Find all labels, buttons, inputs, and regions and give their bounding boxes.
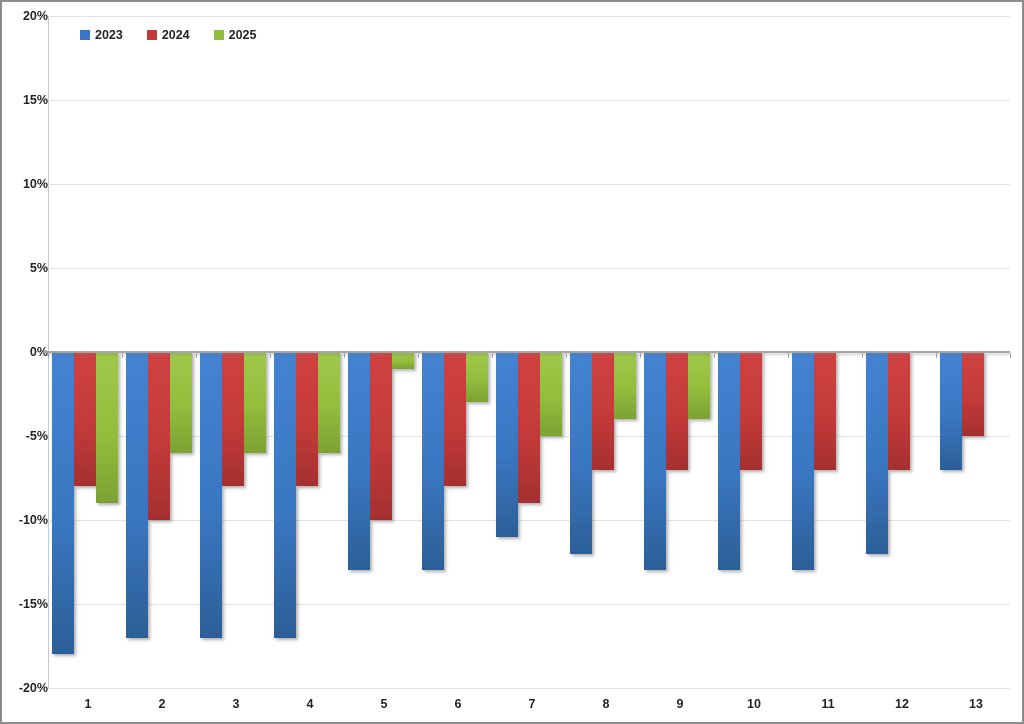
y-axis-tick-label: -5% [25,429,48,443]
y-axis-tick-label: -15% [18,597,48,611]
x-axis-tick-label: 12 [895,697,909,711]
zero-axis-tick [492,353,493,358]
zero-axis-tick [196,353,197,358]
gridline [43,520,1010,521]
bar-2024-cat6 [444,352,466,487]
y-axis-tick-label: 15% [22,93,48,107]
plot-area: 20% 15% 10% 5% 0% -5% -10% -15% -20% 1 2 3 4 5 6 7 8 9 10 1… [19,9,1011,711]
bar-2023-cat11 [792,352,814,571]
bar-2023-cat10 [718,352,740,571]
zero-axis-tick [48,353,49,358]
x-axis-tick-label: 1 [84,697,92,711]
zero-axis-tick [418,353,419,358]
bar-2024-cat10 [740,352,762,470]
x-axis-tick-label: 4 [306,697,314,711]
gridline [43,268,1010,269]
bar-2024-cat8 [592,352,614,470]
x-axis-zero-line [43,351,1010,353]
bar-2024-cat2 [148,352,170,520]
legend-item-2024: 2024 [146,28,190,42]
zero-axis-tick [566,353,567,358]
zero-axis-tick [714,353,715,358]
bar-2025-cat1 [96,352,118,504]
legend-item-2025: 2025 [213,28,257,42]
zero-axis-tick [936,353,937,358]
bar-2024-cat12 [888,352,910,470]
bar-2025-cat3 [244,352,266,453]
zero-axis-tick [270,353,271,358]
legend-swatch-icon [213,30,224,40]
bar-2025-cat6 [466,352,488,403]
y-axis-tick-label: 20% [22,9,48,23]
bar-2024-cat4 [296,352,318,487]
chart-legend: 2023 2024 2025 [80,28,256,42]
bar-2023-cat2 [126,352,148,638]
bar-2025-cat4 [318,352,340,453]
bar-2024-cat13 [962,352,984,436]
x-axis-tick-label: 13 [969,697,983,711]
x-axis-tick-label: 10 [747,697,761,711]
x-axis-tick-label: 11 [821,697,835,711]
gridline [43,184,1010,185]
bar-2024-cat11 [814,352,836,470]
y-axis-tick-label: 10% [22,177,48,191]
legend-label: 2024 [161,28,190,42]
legend-label: 2023 [95,28,123,42]
bar-2023-cat9 [644,352,666,571]
legend-item-2023: 2023 [80,28,123,42]
x-axis-tick-label: 7 [528,697,536,711]
bar-2023-cat5 [348,352,370,571]
bar-2023-cat3 [200,352,222,638]
gridline [43,16,1010,17]
bar-2023-cat6 [422,352,444,571]
bar-2023-cat12 [866,352,888,554]
bar-2023-cat4 [274,352,296,638]
bar-2024-cat3 [222,352,244,487]
zero-axis-tick [640,353,641,358]
bar-2023-cat7 [496,352,518,537]
x-axis-tick-label: 6 [454,697,462,711]
legend-swatch-icon [146,30,157,40]
y-axis-tick-label: -10% [18,513,48,527]
gridline [43,688,1010,689]
gridline [43,100,1010,101]
zero-axis-tick [344,353,345,358]
bar-2024-cat7 [518,352,540,504]
x-axis-tick-label: 2 [158,697,166,711]
y-axis-tick-label: 5% [29,261,48,275]
x-axis-tick-label: 3 [232,697,240,711]
bar-2023-cat13 [940,352,962,470]
zero-axis-tick [788,353,789,358]
legend-label: 2025 [228,28,257,42]
x-axis-tick-label: 9 [676,697,684,711]
gridline [43,604,1010,605]
bar-2025-cat2 [170,352,192,453]
zero-axis-tick [862,353,863,358]
x-axis-tick-label: 8 [602,697,610,711]
bar-2023-cat1 [52,352,74,655]
bar-2025-cat9 [688,352,710,420]
zero-axis-tick [1010,353,1011,358]
legend-swatch-icon [80,30,90,40]
bar-2024-cat9 [666,352,688,470]
bar-2024-cat5 [370,352,392,520]
y-axis-tick-label: -20% [18,681,48,695]
bar-2024-cat1 [74,352,96,487]
x-axis-tick-label: 5 [380,697,388,711]
y-axis-tick-label: 0% [29,345,48,359]
zero-axis-tick [122,353,123,358]
bar-2025-cat8 [614,352,636,420]
bar-2025-cat7 [540,352,562,436]
bar-2023-cat8 [570,352,592,554]
bar-2025-cat5 [392,352,414,369]
